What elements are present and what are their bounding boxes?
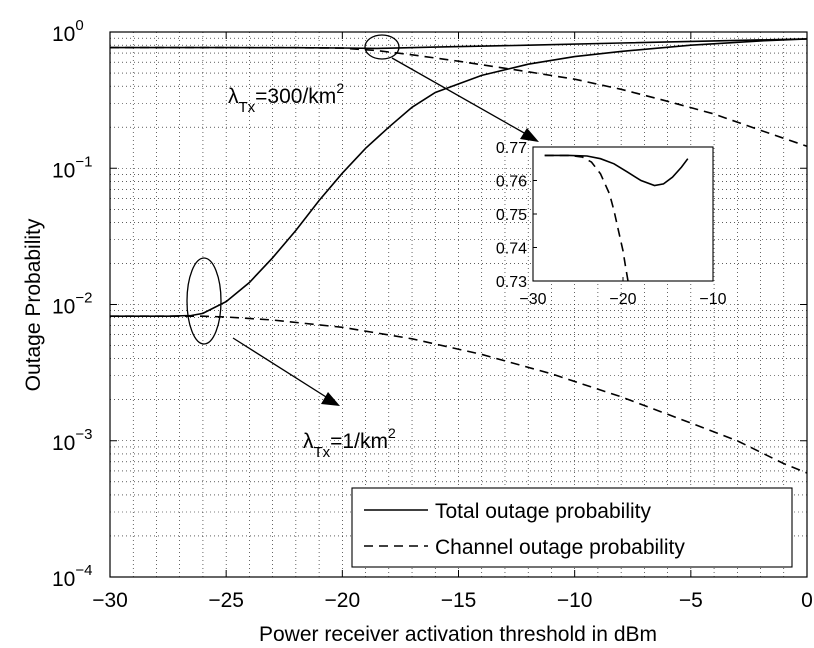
x-tick-label: −25 [208, 589, 244, 612]
inset-plot-area [532, 146, 714, 282]
series-channel-outage [110, 315, 808, 474]
inset-y-tick-label: 0.75 [496, 207, 527, 224]
x-tick-labels: −30 −25 −20 −15 −10 −5 0 [92, 589, 813, 612]
inset-y-tick-labels: 0.77 0.76 0.75 0.74 0.73 [496, 140, 527, 291]
y-axis-label: Outage Probability [22, 218, 45, 391]
y-tick-label: 10−1 [52, 153, 92, 182]
x-tick-label: −5 [679, 589, 703, 612]
legend: Total outage probability Channel outage … [351, 487, 793, 568]
highlight-ellipse-300 [364, 34, 400, 60]
legend-box [351, 487, 793, 568]
main-series [110, 38, 808, 474]
annotation-lambda-1: λTx=1/km2 [303, 425, 396, 461]
legend-label-channel: Channel outage probability [435, 536, 685, 559]
arrowhead-300 [520, 128, 539, 142]
inset-x-tick-label: −10 [699, 291, 726, 308]
inset-series [544, 154, 689, 282]
inset-series-channel-outage [544, 154, 629, 282]
inset-y-tick-label: 0.73 [496, 274, 527, 291]
x-tick-label: −10 [557, 589, 593, 612]
legend-label-total: Total outage probability [435, 500, 651, 523]
y-tick-labels: 10−4 10−3 10−2 10−1 100 [52, 17, 92, 591]
inset-ticks [532, 146, 714, 282]
y-tick-label: 10−3 [52, 426, 92, 455]
series-total-outage [110, 38, 808, 50]
x-tick-label: 0 [801, 589, 813, 612]
inset-x-tick-label: −20 [609, 291, 636, 308]
inset-x-tick-labels: −30 −20 −10 [519, 291, 726, 308]
arrow-line-300 [391, 57, 534, 139]
inset-y-tick-label: 0.74 [496, 241, 527, 258]
inset-y-tick-label: 0.76 [496, 174, 527, 191]
x-tick-label: −20 [325, 589, 361, 612]
highlight-ellipse-1 [186, 257, 222, 345]
series-channel-outage [110, 46, 808, 148]
annotation-markers [186, 34, 539, 406]
x-axis-label: Power receiver activation threshold in d… [259, 623, 657, 646]
arrow-line-1 [232, 337, 335, 403]
annotation-lambda-300: λTx=300/km2 [228, 80, 344, 116]
x-tick-label: −30 [92, 589, 128, 612]
main-ticks [109, 31, 808, 578]
arrowhead-1 [321, 392, 340, 406]
y-tick-label: 100 [52, 17, 84, 46]
y-tick-label: 10−2 [52, 290, 92, 319]
inset-y-tick-label: 0.77 [496, 140, 527, 157]
inset-series-total-outage [544, 154, 689, 187]
series-total-outage [110, 38, 808, 317]
inset-x-tick-label: −30 [519, 291, 546, 308]
x-tick-label: −15 [441, 589, 477, 612]
y-tick-label: 10−4 [52, 562, 92, 591]
